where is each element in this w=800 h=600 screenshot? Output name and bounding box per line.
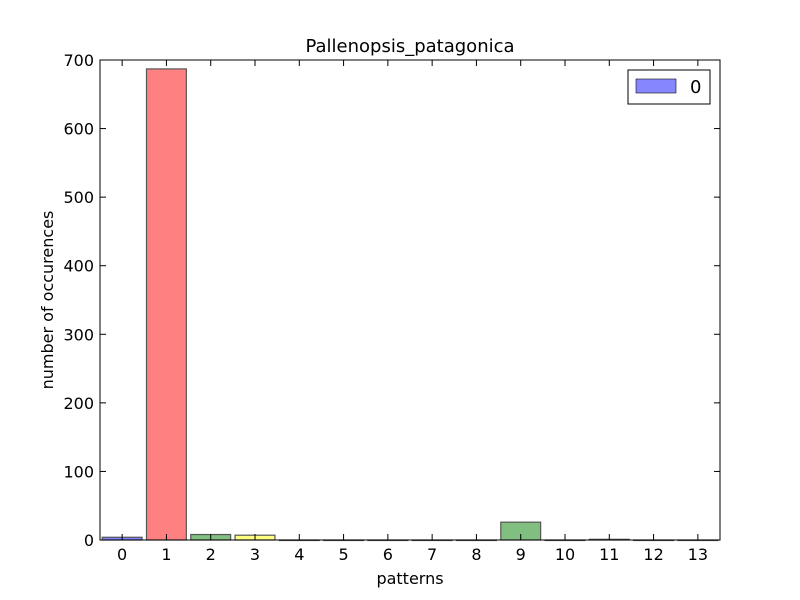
x-tick-label: 4	[294, 545, 304, 564]
y-tick-label: 600	[63, 120, 94, 139]
x-tick-label: 1	[161, 545, 171, 564]
chart-title: Pallenopsis_patagonica	[305, 36, 514, 57]
x-axis-label: patterns	[376, 569, 443, 588]
y-tick-label: 500	[63, 188, 94, 207]
y-tick-label: 0	[84, 531, 94, 550]
y-tick-label: 700	[63, 51, 94, 70]
x-axis: 0 1 2 3 4 5 6 7 8 9 10 11 12 13	[117, 60, 708, 564]
x-tick-label: 6	[383, 545, 393, 564]
y-tick-label: 300	[63, 325, 94, 344]
x-tick-label: 3	[250, 545, 260, 564]
x-tick-label: 2	[206, 545, 216, 564]
x-tick-label: 8	[471, 545, 481, 564]
y-tick-label: 400	[63, 257, 94, 276]
y-axis-label: number of occurences	[38, 211, 57, 390]
x-tick-label: 11	[599, 545, 619, 564]
y-axis: 0 100 200 300 400 500 600 700	[63, 51, 720, 550]
x-tick-label: 9	[516, 545, 526, 564]
bar-1	[145, 68, 187, 541]
legend-label: 0	[690, 77, 701, 98]
x-tick-label: 7	[427, 545, 437, 564]
legend-swatch	[635, 78, 677, 94]
y-tick-label: 100	[63, 462, 94, 481]
x-tick-label: 12	[643, 545, 663, 564]
x-tick-label: 10	[555, 545, 575, 564]
y-tick-label: 200	[63, 394, 94, 413]
legend: 0	[627, 69, 711, 105]
plot-frame	[99, 59, 721, 541]
x-tick-label: 5	[338, 545, 348, 564]
x-tick-label: 0	[117, 545, 127, 564]
bars-group	[101, 68, 719, 542]
x-tick-label: 13	[688, 545, 708, 564]
